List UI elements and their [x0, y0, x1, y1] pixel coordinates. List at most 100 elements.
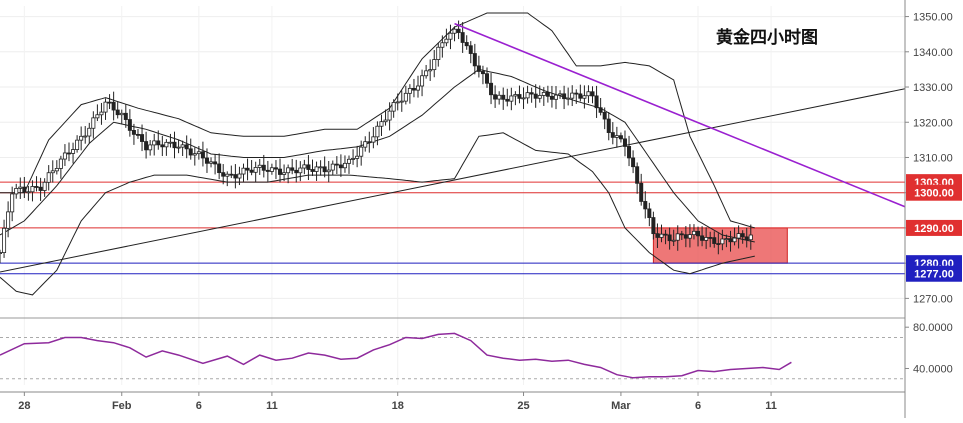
candle-body-down	[200, 151, 205, 159]
candle-body-up	[237, 173, 242, 179]
candle-body-down	[22, 186, 27, 193]
x-tick-label: 11	[765, 400, 777, 412]
candle-body-down	[610, 132, 615, 138]
candle-body-down	[322, 166, 327, 173]
rsi-y-tick-label: 40.0000	[913, 363, 953, 375]
candle-body-down	[744, 236, 749, 241]
candle-body-down	[204, 157, 209, 164]
candle-body-down	[229, 173, 234, 176]
candle-body-down	[728, 238, 733, 243]
chart-title: 黄金四小时图	[716, 27, 818, 47]
candle-body-down	[273, 167, 278, 170]
candle-body-down	[188, 148, 193, 156]
candle-body-down	[172, 141, 177, 149]
level-label-box	[906, 219, 962, 236]
candle-body-up	[330, 163, 335, 171]
candle-body-up	[748, 234, 753, 241]
candle-body-up	[586, 91, 591, 97]
candle-body-up	[351, 158, 356, 160]
candle-body-down	[34, 186, 39, 188]
candle-body-up	[614, 135, 619, 138]
candle-body-up	[95, 114, 100, 119]
candle-body-down	[464, 42, 469, 47]
level-label-box	[906, 184, 962, 201]
x-tick-label: 18	[392, 400, 404, 412]
candle-body-up	[30, 186, 35, 193]
candle-body-down	[618, 135, 623, 140]
candle-body-down	[140, 134, 145, 142]
candle-body-up	[46, 172, 51, 183]
candle-body-up	[79, 135, 84, 141]
candle-body-up	[14, 188, 19, 195]
candle-body-down	[66, 152, 71, 155]
candle-body-up	[176, 146, 181, 149]
candle-body-up	[2, 227, 7, 253]
bollinger-lower-line	[0, 132, 755, 296]
candle-body-down	[115, 109, 120, 116]
candle-body-up	[736, 233, 741, 239]
candle-body-up	[298, 167, 303, 174]
y-tick-label: 1350.00	[913, 12, 953, 24]
candle-body-up	[537, 95, 542, 99]
candle-body-down	[740, 233, 745, 238]
support-trendline	[0, 88, 906, 273]
rsi-line	[0, 332, 792, 379]
candle-body-down	[655, 233, 660, 238]
candle-body-up	[383, 119, 388, 123]
candle-body-down	[627, 146, 632, 159]
x-tick-label: Mar	[611, 400, 631, 412]
level-label: 1277.00	[914, 269, 954, 281]
candle-body-down	[294, 169, 299, 174]
candle-body-up	[318, 166, 323, 169]
candle-body-down	[505, 98, 510, 102]
candle-body-up	[168, 141, 173, 144]
candle-body-down	[578, 93, 583, 99]
candle-body-up	[363, 141, 368, 148]
candle-body-down	[590, 91, 595, 97]
candle-body-down	[135, 133, 140, 136]
candle-body-down	[107, 101, 112, 104]
candle-body-up	[704, 237, 709, 241]
candle-body-down	[501, 94, 506, 100]
candle-body-down	[460, 32, 465, 43]
candle-body-up	[732, 237, 737, 243]
candle-body-up	[26, 191, 31, 194]
candle-body-down	[651, 217, 656, 235]
candle-body-up	[355, 155, 360, 159]
candle-body-up	[6, 211, 11, 229]
x-tick-label: 6	[196, 400, 202, 412]
candle-body-up	[509, 95, 514, 102]
candle-body-up	[724, 238, 729, 241]
candle-body-up	[497, 94, 502, 100]
candle-body-down	[489, 82, 494, 96]
candle-body-up	[282, 172, 287, 175]
candle-body-down	[484, 73, 489, 84]
candle-body-down	[517, 94, 522, 99]
candle-body-down	[696, 230, 701, 237]
candle-body-down	[549, 95, 554, 100]
candle-body-down	[598, 107, 603, 113]
candle-body-down	[213, 161, 218, 165]
candle-body-up	[10, 193, 15, 213]
candle-body-down	[712, 237, 717, 244]
candle-body-down	[683, 234, 688, 239]
candle-body-up	[164, 141, 169, 148]
candle-body-up	[42, 181, 47, 191]
resistance-trendline	[454, 22, 906, 208]
candle-body-up	[253, 167, 258, 173]
candle-body-up	[54, 168, 59, 172]
candle-body-down	[639, 182, 644, 202]
candle-body-down	[476, 65, 481, 72]
candle-body-up	[314, 166, 319, 172]
level-label-box	[906, 265, 962, 282]
candle-body-up	[521, 97, 526, 100]
candle-body-up	[525, 92, 530, 99]
candle-body-up	[403, 92, 408, 102]
candle-body-up	[241, 167, 246, 175]
candle-body-up	[416, 85, 421, 91]
candle-body-up	[553, 94, 558, 100]
candle-body-down	[480, 71, 485, 75]
candle-body-down	[533, 93, 538, 99]
